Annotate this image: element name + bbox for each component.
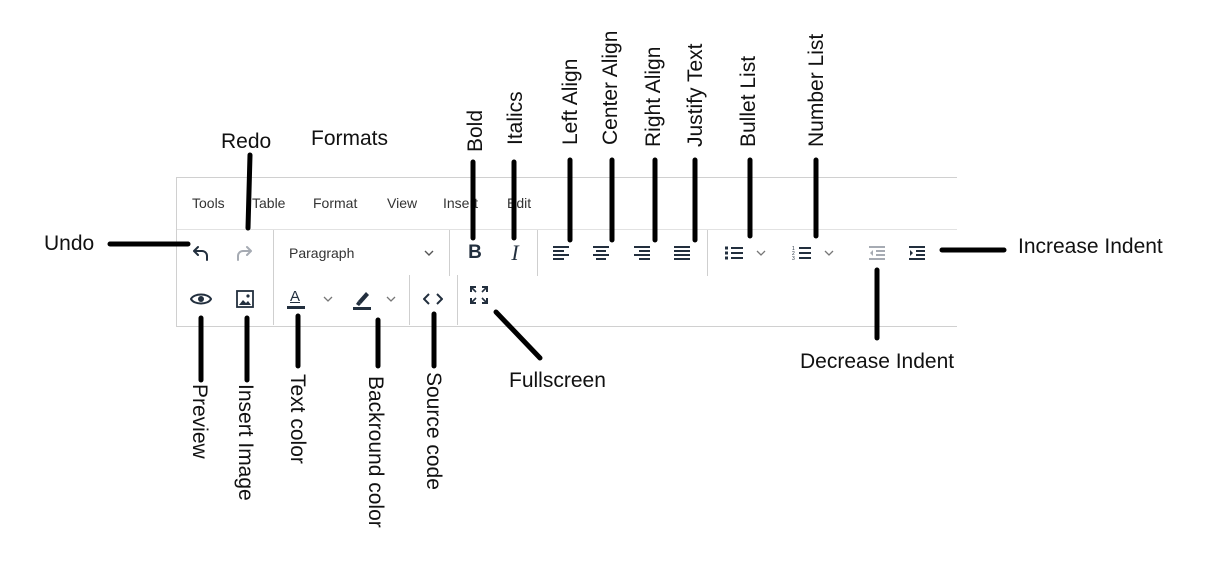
- decrease-indent-button[interactable]: [861, 237, 893, 269]
- bold-button[interactable]: B: [457, 237, 493, 269]
- align-left-icon: [553, 246, 569, 260]
- undo-button[interactable]: [185, 237, 217, 269]
- menu-insert[interactable]: Insert: [443, 195, 479, 211]
- left-align-label: Left Align: [559, 58, 582, 145]
- align-right-button[interactable]: [626, 237, 658, 269]
- text-color-swatch: [287, 306, 305, 309]
- svg-text:3: 3: [792, 256, 795, 261]
- eye-icon: [190, 293, 212, 305]
- justify-text-label: Justify Text: [684, 43, 707, 147]
- align-center-icon: [593, 246, 609, 260]
- fullscreen-icon: [470, 286, 488, 304]
- background-color-button[interactable]: [345, 283, 403, 315]
- align-justify-icon: [674, 246, 690, 260]
- bullet-list-label: Bullet List: [737, 55, 760, 147]
- separator: [409, 275, 410, 325]
- separator: [457, 275, 458, 325]
- number-list-label: Number List: [805, 33, 828, 147]
- svg-text:1: 1: [792, 246, 795, 252]
- source-code-button[interactable]: [417, 283, 449, 315]
- increase-indent-button[interactable]: [901, 237, 933, 269]
- center-align-label: Center Align: [599, 30, 622, 145]
- text-color-icon: A: [287, 288, 305, 310]
- insert-image-button[interactable]: [229, 283, 261, 315]
- menu-edit[interactable]: Edit: [507, 195, 532, 211]
- italic-button[interactable]: I: [497, 237, 533, 269]
- chevron-down-icon: [756, 250, 766, 256]
- menu-table[interactable]: Table: [252, 195, 286, 211]
- chevron-down-icon: [824, 250, 834, 256]
- menu-tools[interactable]: Tools: [192, 195, 225, 211]
- fullscreen-label: Fullscreen: [509, 369, 606, 392]
- formats-label: Formats: [311, 127, 389, 150]
- formats-select-value: Paragraph: [289, 245, 355, 261]
- insert-image-label: Insert Image: [234, 384, 257, 501]
- text-color-glyph: A: [290, 288, 301, 305]
- italic-icon: I: [511, 240, 519, 265]
- redo-button[interactable]: [228, 237, 260, 269]
- chevron-down-icon: [323, 296, 333, 302]
- toolbar-row-secondary: A: [177, 275, 957, 325]
- number-list-icon: 1 2 3: [792, 246, 811, 261]
- redo-label: Redo: [221, 130, 272, 153]
- toolbar-row-primary: Paragraph B I: [177, 229, 957, 276]
- decrease-indent-label: Decrease Indent: [800, 350, 955, 373]
- menu-view[interactable]: View: [387, 195, 418, 211]
- bold-icon: B: [468, 242, 482, 263]
- separator: [273, 275, 274, 325]
- preview-label: Preview: [188, 384, 211, 459]
- menu-format[interactable]: Format: [313, 195, 358, 211]
- bullet-list-icon: [725, 246, 743, 260]
- separator: [537, 230, 538, 276]
- undo-label: Undo: [44, 232, 95, 255]
- italics-label: Italics: [504, 91, 527, 145]
- menubar: Tools Table Format View Insert Edit: [177, 178, 957, 229]
- source-code-label: Source code: [422, 372, 445, 490]
- svg-text:2: 2: [792, 251, 795, 257]
- undo-icon: [193, 246, 208, 261]
- chevron-down-icon: [386, 296, 396, 302]
- increase-indent-label: Increase Indent: [1018, 235, 1163, 258]
- separator: [707, 230, 708, 276]
- text-color-label: Text color: [286, 374, 309, 464]
- indent-icon: [909, 246, 925, 260]
- chevron-down-icon: [424, 250, 434, 256]
- separator: [273, 230, 274, 276]
- align-left-button[interactable]: [545, 237, 577, 269]
- outdent-icon: [869, 246, 885, 260]
- highlighter-icon: [353, 292, 371, 310]
- fullscreen-button[interactable]: [463, 279, 495, 311]
- background-color-label: Backround color: [364, 376, 387, 528]
- redo-icon: [237, 246, 252, 261]
- align-right-icon: [634, 246, 650, 260]
- bold-label: Bold: [464, 109, 487, 152]
- formats-select[interactable]: Paragraph: [281, 238, 443, 268]
- number-list-button[interactable]: 1 2 3: [783, 237, 843, 269]
- separator: [449, 230, 450, 276]
- preview-button[interactable]: [185, 283, 217, 315]
- justify-button[interactable]: [666, 237, 698, 269]
- right-align-label: Right Align: [642, 46, 665, 147]
- image-icon: [236, 290, 254, 308]
- align-center-button[interactable]: [585, 237, 617, 269]
- code-icon: [423, 293, 443, 305]
- rich-text-editor: Tools Table Format View Insert Edit Para…: [176, 177, 957, 327]
- bullet-list-button[interactable]: [715, 237, 775, 269]
- text-color-button[interactable]: A: [281, 283, 339, 315]
